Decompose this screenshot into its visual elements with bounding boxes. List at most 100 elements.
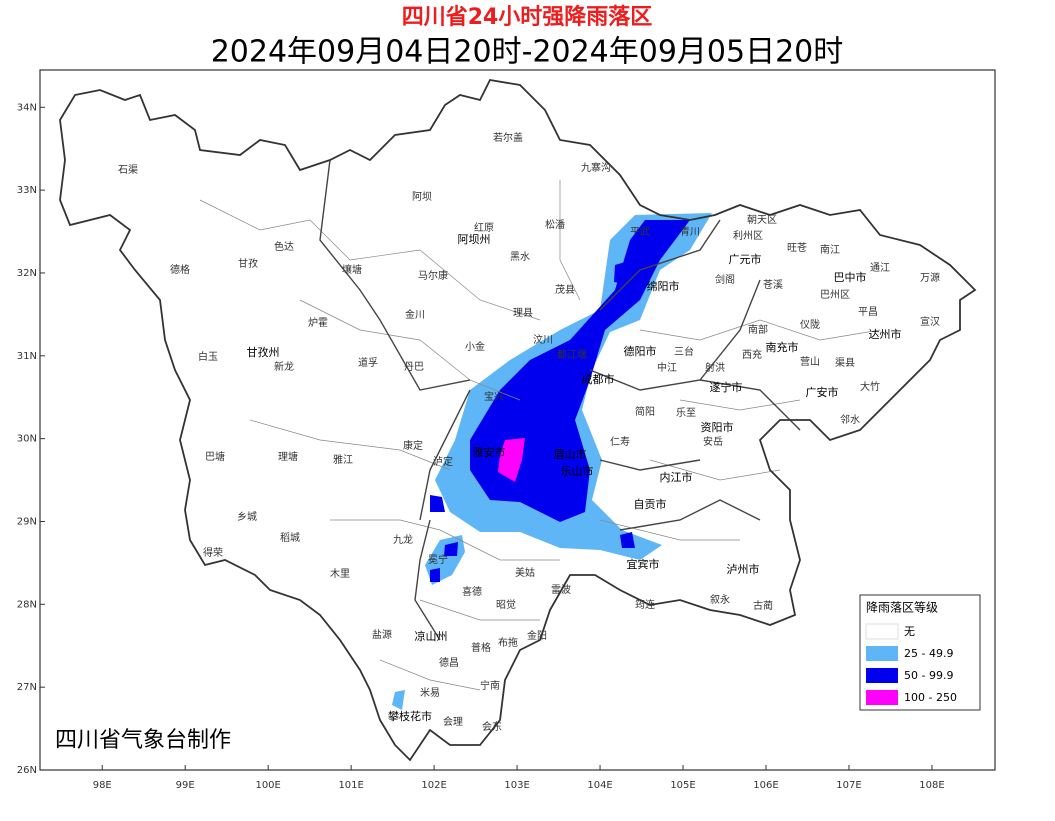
place-label: 汶川 [533, 333, 553, 346]
place-label: 射洪 [705, 362, 725, 374]
place-label: 乐山市 [561, 464, 594, 478]
place-label: 简阳 [635, 405, 655, 418]
place-label: 新龙 [274, 360, 294, 373]
title: 四川省24小时强降雨落区 [402, 5, 653, 30]
legend-swatch [866, 646, 898, 661]
place-label: 茂县 [555, 283, 575, 296]
lat-tick-label: 30N [17, 434, 37, 445]
rain-area [614, 260, 632, 285]
lat-tick-label: 31N [17, 351, 37, 362]
place-label: 叙永 [710, 593, 730, 606]
rain-area [430, 568, 440, 582]
place-label: 德阳市 [624, 344, 657, 358]
place-label: 自贡市 [634, 497, 667, 511]
rain-area [430, 495, 445, 512]
place-label: 金川 [405, 308, 425, 321]
place-label: 米易 [420, 686, 440, 699]
place-label: 雷波 [551, 583, 571, 596]
legend-swatch [865, 623, 899, 640]
place-label: 金阳 [527, 629, 547, 642]
place-label: 会东 [482, 720, 502, 733]
place-label: 石渠 [118, 164, 138, 176]
legend-label: 无 [904, 625, 915, 638]
place-label: 眉山市 [554, 447, 587, 461]
place-label: 稻城 [280, 532, 300, 544]
lon-tick-label: 101E [338, 780, 363, 791]
lon-tick-label: 103E [504, 780, 529, 791]
lon-tick-label: 104E [587, 780, 612, 791]
legend-label: 50 - 99.9 [904, 669, 953, 682]
place-label: 木里 [330, 568, 350, 580]
place-label: 布拖 [498, 636, 518, 649]
place-label: 营山 [800, 355, 820, 368]
place-label: 广安市 [806, 385, 839, 399]
place-label: 安岳 [703, 435, 723, 448]
place-label: 大竹 [860, 380, 880, 393]
place-label: 盐源 [372, 628, 392, 641]
place-label: 九龙 [393, 533, 413, 546]
place-label: 仪陇 [800, 318, 820, 331]
place-label: 乡城 [237, 511, 257, 523]
place-label: 冕宁 [428, 553, 448, 566]
place-label: 旺苍 [787, 241, 807, 254]
place-label: 朝天区 [747, 214, 777, 226]
place-label: 遂宁市 [710, 380, 743, 394]
place-label: 都江堰 [557, 349, 587, 361]
place-label: 宝兴 [484, 390, 504, 403]
place-label: 宣汉 [920, 315, 940, 328]
place-label: 雅安市 [473, 445, 506, 459]
axis-ticks: 26N 27N 28N 29N 30N 31N 32N 33N 34N 98E 99E 100E 101… [17, 102, 945, 791]
lon-tick-label: 98E [93, 780, 112, 791]
lat-tick-label: 32N [17, 268, 37, 279]
place-label: 壤塘 [342, 263, 362, 276]
place-label: 理县 [513, 307, 533, 319]
legend-label: 100 - 250 [904, 691, 957, 704]
place-label: 仁寿 [610, 435, 630, 448]
rain-area [444, 542, 458, 556]
place-label: 剑阁 [715, 273, 735, 286]
lon-tick-label: 102E [421, 780, 446, 791]
place-label: 乐至 [676, 407, 696, 419]
place-label: 普格 [471, 641, 491, 654]
lon-tick-label: 99E [176, 780, 195, 791]
place-label: 道孚 [358, 356, 378, 369]
legend-items: 无 25 - 49.9 50 - 99.9 100 - 250 [865, 623, 957, 705]
place-label: 南部 [748, 323, 768, 336]
subtitle: 2024年09月04日20时-2024年09月05日20时 [211, 35, 844, 70]
place-label: 达州市 [869, 327, 902, 341]
rain-area [392, 690, 405, 710]
place-label: 会理 [443, 715, 463, 728]
place-label: 西充 [742, 348, 762, 361]
lon-tick-label: 100E [255, 780, 280, 791]
legend: 降雨落区等级 无 25 - 49.9 50 - 99.9 100 - 250 [859, 594, 981, 711]
place-label: 邻水 [840, 413, 860, 426]
place-label: 广元市 [729, 252, 762, 266]
place-label: 南江 [820, 243, 840, 256]
place-label: 筠连 [635, 598, 655, 611]
prefecture-line [319, 159, 801, 641]
place-label: 利州区 [733, 230, 763, 242]
place-label: 雅江 [333, 453, 353, 466]
lon-tick-label: 105E [670, 780, 695, 791]
place-label: 甘孜州 [247, 345, 280, 359]
place-label: 绵阳市 [647, 279, 680, 293]
place-label: 甘孜 [238, 257, 258, 270]
place-label: 白玉 [198, 350, 218, 363]
lat-tick-label: 28N [17, 599, 37, 610]
place-label: 中江 [657, 361, 677, 374]
place-label: 古蔺 [753, 599, 773, 612]
rain-area [498, 438, 525, 482]
place-label: 得荣 [203, 547, 223, 559]
place-label: 宜宾市 [627, 557, 660, 571]
place-label: 红原 [474, 221, 494, 234]
place-label: 巴塘 [205, 450, 225, 463]
place-label: 凉山州 [415, 629, 448, 643]
place-label: 三台 [674, 345, 694, 358]
rain-areas [392, 213, 712, 710]
place-label: 黑水 [510, 251, 530, 263]
province-outline [59, 79, 977, 762]
lat-tick-label: 33N [17, 185, 37, 196]
legend-title: 降雨落区等级 [866, 601, 938, 615]
place-label: 理塘 [278, 450, 298, 463]
